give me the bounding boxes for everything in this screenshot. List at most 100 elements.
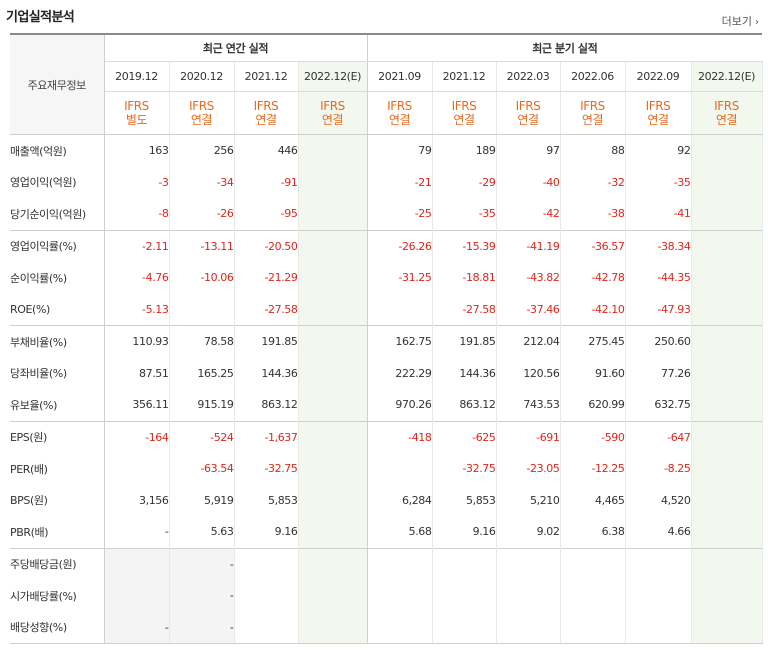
value-cell xyxy=(691,484,763,516)
ifrs-standard: IFRS xyxy=(387,99,412,113)
value-cell: 970.26 xyxy=(367,389,433,421)
value-cell: -21.29 xyxy=(234,262,299,294)
value-cell: 212.04 xyxy=(496,325,561,358)
value-cell: 191.85 xyxy=(234,325,299,358)
value-cell: 6.38 xyxy=(560,516,626,548)
value-cell xyxy=(298,134,368,167)
value-cell xyxy=(691,516,763,548)
row-label: 당기순이익(억원) xyxy=(10,198,105,230)
value-cell xyxy=(691,166,763,198)
row-label: 유보율(%) xyxy=(10,389,105,421)
value-cell: 92 xyxy=(625,134,692,167)
value-cell: 5,853 xyxy=(432,484,497,516)
value-cell xyxy=(496,611,561,644)
chevron-right-icon: › xyxy=(755,17,759,28)
ifrs-standard: IFRS xyxy=(515,99,541,113)
value-cell: -42.10 xyxy=(560,293,626,326)
value-cell: 163 xyxy=(104,134,170,167)
financial-table: 주요재무정보 최근 연간 실적 최근 분기 실적 2019.12 2020.12 2… xyxy=(10,33,763,644)
value-cell xyxy=(367,580,433,612)
value-cell: -40 xyxy=(496,166,561,198)
section-title: 기업실적분석 xyxy=(6,10,75,25)
value-cell xyxy=(691,547,763,580)
value-cell: 162.75 xyxy=(367,325,433,358)
ifrs-consolidation: 연결 xyxy=(190,113,213,127)
ifrs-standard: IFRS xyxy=(714,99,739,113)
value-cell: -29 xyxy=(432,166,497,198)
value-cell xyxy=(104,453,170,485)
value-cell xyxy=(496,547,561,580)
value-cell xyxy=(691,229,763,262)
value-cell: 165.25 xyxy=(169,357,235,389)
value-cell xyxy=(691,357,763,389)
table-row: 부채비율(%) 110.93 78.58 191.85 162.75 191.85 212.… xyxy=(10,325,763,358)
value-cell: -1,637 xyxy=(234,420,299,453)
value-cell: 9.02 xyxy=(496,516,561,548)
value-cell: -15.39 xyxy=(432,229,497,262)
value-cell: -27.58 xyxy=(432,293,497,326)
value-cell: 275.45 xyxy=(560,325,626,358)
value-cell xyxy=(432,547,497,580)
ifrs-basis: IFRS 연결 xyxy=(496,91,561,135)
value-cell: -44.35 xyxy=(625,262,692,294)
value-cell: -18.81 xyxy=(432,262,497,294)
row-label: BPS(원) xyxy=(10,484,105,516)
value-cell xyxy=(691,293,763,326)
value-cell: -13.11 xyxy=(169,229,235,262)
value-cell: -4.76 xyxy=(104,262,170,294)
value-cell: -27.58 xyxy=(234,293,299,326)
table-row: 영업이익(억원) -3 -34 -91 -21 -29 -40 -32 -35 xyxy=(10,166,763,198)
value-cell: 9.16 xyxy=(234,516,299,548)
value-cell: -42 xyxy=(496,198,561,230)
value-cell: -36.57 xyxy=(560,229,626,262)
period-header: 2021.12 xyxy=(432,61,497,92)
table-row: 당좌비율(%) 87.51 165.25 144.36 222.29 144.36 120.… xyxy=(10,357,763,389)
value-cell xyxy=(560,580,626,612)
value-cell: -5.13 xyxy=(104,293,170,326)
value-cell: 356.11 xyxy=(104,389,170,421)
ifrs-consolidation: 연결 xyxy=(715,113,738,127)
ifrs-consolidation: 연결 xyxy=(255,113,277,127)
value-cell xyxy=(625,547,692,580)
value-cell: 250.60 xyxy=(625,325,692,358)
value-cell xyxy=(298,229,368,262)
value-cell xyxy=(298,547,368,580)
period-header: 2022.06 xyxy=(560,61,626,92)
value-cell: -63.54 xyxy=(169,453,235,485)
value-cell: -23.05 xyxy=(496,453,561,485)
value-cell xyxy=(560,547,626,580)
table-row: 영업이익률(%) -2.11 -13.11 -20.50 -26.26 -15.39 -41… xyxy=(10,229,763,262)
row-label: 부채비율(%) xyxy=(10,325,105,358)
value-cell xyxy=(298,357,368,389)
value-cell: -35 xyxy=(625,166,692,198)
ifrs-standard: IFRS xyxy=(580,99,605,113)
table-row: 배당성향(%) - - xyxy=(10,611,763,644)
value-cell xyxy=(104,580,170,612)
table-row: PBR(배) -5.63 9.16 5.68 9.16 9.02 6.38 4.66 xyxy=(10,516,763,548)
row-label: 영업이익(억원) xyxy=(10,166,105,198)
value-cell: -20.50 xyxy=(234,229,299,262)
table-row: 유보율(%) 356.11 915.19 863.12 970.26 863.12 743.… xyxy=(10,389,763,421)
ifrs-consolidation: 연결 xyxy=(581,113,604,127)
value-cell xyxy=(298,516,368,548)
value-cell xyxy=(298,198,368,230)
value-cell xyxy=(298,325,368,358)
more-link[interactable]: 더보기 › xyxy=(722,13,759,29)
value-cell xyxy=(234,547,299,580)
ifrs-consolidation: 연결 xyxy=(647,113,669,127)
ifrs-standard: IFRS xyxy=(124,99,149,113)
ifrs-basis: IFRS 연결 xyxy=(169,91,235,135)
value-cell: 144.36 xyxy=(234,357,299,389)
value-cell: 77.26 xyxy=(625,357,692,389)
value-cell: -42.78 xyxy=(560,262,626,294)
value-cell xyxy=(298,420,368,453)
value-cell: - xyxy=(169,611,235,644)
ifrs-standard: IFRS xyxy=(320,99,345,113)
row-label: EPS(원) xyxy=(10,420,105,453)
value-cell: 97 xyxy=(496,134,561,167)
value-cell: -41.19 xyxy=(496,229,561,262)
value-cell: -34 xyxy=(169,166,235,198)
period-header: 2020.12 xyxy=(169,61,235,92)
value-cell: -32 xyxy=(560,166,626,198)
value-cell: 9.16 xyxy=(432,516,497,548)
